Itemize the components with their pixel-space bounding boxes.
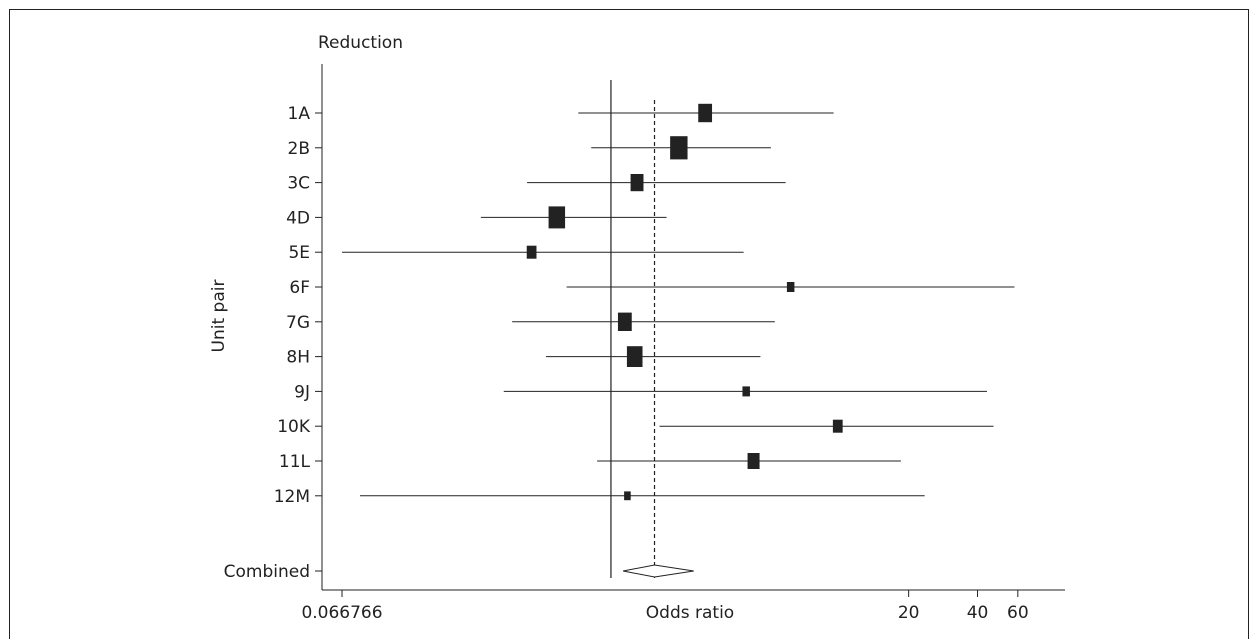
x-axis-label: Odds ratio xyxy=(646,603,734,623)
effect-box xyxy=(617,312,632,331)
effect-box xyxy=(786,282,795,292)
row-label: 11L xyxy=(279,452,311,472)
figure-frame xyxy=(9,9,1249,639)
reference-lines xyxy=(610,80,656,578)
study-rows: 1A 2B 3C 4D 5E 6F 7G 8H 9J 10K 11L 12M xyxy=(274,103,1015,507)
effect-box xyxy=(624,491,631,501)
row-label: 5E xyxy=(288,243,310,263)
row-label: 1A xyxy=(288,104,311,124)
row-label: 7G xyxy=(286,313,310,333)
effect-box xyxy=(832,419,843,433)
effect-box xyxy=(548,206,566,229)
chart-title: Reduction xyxy=(318,33,403,53)
effect-box xyxy=(626,346,643,367)
axes: 0.066766 20 40 60 xyxy=(301,64,1065,623)
effect-box xyxy=(747,453,760,469)
y-axis-label: Unit pair xyxy=(209,280,229,353)
row-label: 4D xyxy=(286,208,310,228)
effect-box xyxy=(698,103,713,123)
effect-box xyxy=(670,136,688,160)
row-label: 2B xyxy=(288,139,310,159)
x-tick-label: 60 xyxy=(1007,603,1029,623)
x-tick-label: 40 xyxy=(967,603,989,623)
row-label: 6F xyxy=(289,278,310,298)
effect-box xyxy=(742,386,750,397)
row-label: 9J xyxy=(294,382,310,402)
row-label: 3C xyxy=(287,174,310,194)
row-label: 8H xyxy=(286,348,310,368)
effect-box xyxy=(526,245,537,259)
row-label: 10K xyxy=(277,417,311,437)
combined-label: Combined xyxy=(224,562,310,582)
effect-box xyxy=(630,174,644,192)
combined-row: Combined xyxy=(224,562,694,582)
x-tick-label: 0.066766 xyxy=(301,603,382,623)
combined-diamond xyxy=(623,564,694,578)
x-tick-label: 20 xyxy=(898,603,920,623)
row-label: 12M xyxy=(274,487,310,507)
